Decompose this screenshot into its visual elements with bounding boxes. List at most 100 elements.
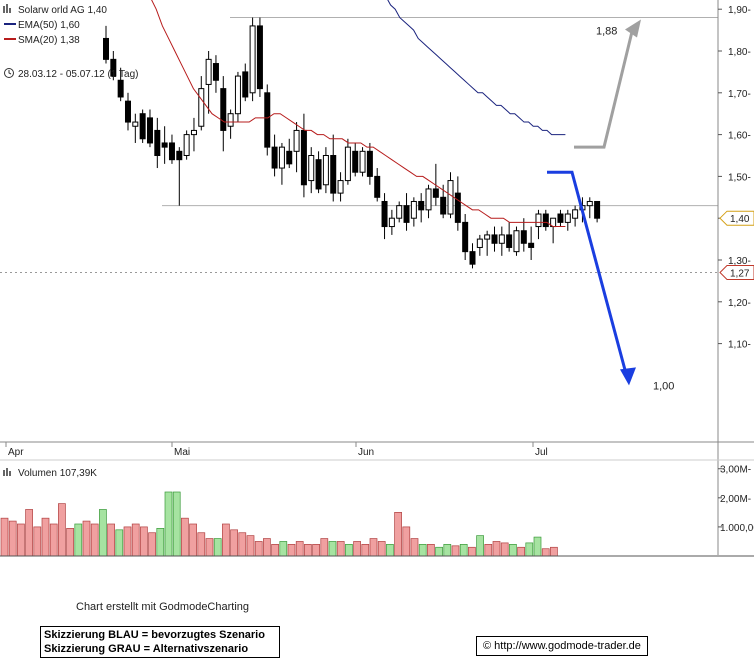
volume-bar <box>443 544 452 557</box>
clock-hand <box>8 70 12 75</box>
legend-box: Skizzierung BLAU = bevorzugtes Szenario … <box>40 626 280 658</box>
candle-body <box>381 200 388 228</box>
volume-bar <box>254 541 263 557</box>
candle-body <box>205 58 212 85</box>
volume-bar <box>435 546 443 557</box>
volume-bar <box>271 544 279 557</box>
chart-legend: Volumen 107,39K Solarw orld AG 1,40 EMA(50… <box>3 4 138 479</box>
volume-bar <box>377 541 386 557</box>
axes: 1,90-1,80-1,70-1,60-1,50-1,40-1,30-1,20-… <box>0 0 754 557</box>
y-tick-label: 1,70- <box>728 89 751 100</box>
legend-grey-text: Skizzierung GRAU = Alternativszenario <box>44 643 249 655</box>
candle-body <box>491 234 498 244</box>
moving-averages <box>151 0 566 228</box>
candle-body <box>484 234 491 240</box>
volume-bar <box>369 538 378 557</box>
candle-body <box>227 113 234 127</box>
candle-body <box>528 242 535 248</box>
candle-body <box>476 238 483 248</box>
price-tag-shape <box>719 265 754 281</box>
candle-body <box>586 200 593 207</box>
y-tick-label: 1,80- <box>728 47 751 58</box>
website-link[interactable]: © http://www.godmode-trader.de <box>476 636 648 656</box>
volume-bar <box>484 544 493 557</box>
grey-arrow-head <box>625 19 641 38</box>
candle-body <box>154 129 161 156</box>
volume-bar <box>517 546 525 557</box>
volume-bar <box>386 544 394 557</box>
volume-bar <box>263 538 271 557</box>
x-tick-label: Jun <box>358 447 374 458</box>
volume-bar <box>246 535 255 557</box>
candle-body <box>359 150 366 173</box>
candle-body <box>520 230 527 244</box>
volume-bar <box>115 529 124 557</box>
volume-bar <box>107 523 115 557</box>
sma20-line <box>151 0 566 228</box>
volume-bar <box>33 526 42 557</box>
volume-bar <box>8 520 17 557</box>
candle-body <box>432 188 439 198</box>
volume-bar <box>312 544 320 557</box>
candle-body <box>103 37 109 60</box>
candle-body <box>454 192 461 223</box>
volume-bar <box>172 491 181 557</box>
candle-body <box>506 234 513 248</box>
candle-body <box>176 150 183 161</box>
volume-bar <box>476 535 484 557</box>
volume-bar <box>17 523 25 557</box>
volume-bar <box>328 541 337 557</box>
volume-bar <box>25 509 33 557</box>
candle-body <box>234 75 241 115</box>
volume-bar <box>468 546 476 557</box>
candle-body <box>469 251 476 265</box>
grey-target-label: 1,88 <box>596 26 617 38</box>
candle-body <box>168 142 175 161</box>
y-tick-label: 1,30- <box>728 256 751 267</box>
volume-bar <box>164 491 173 557</box>
website-url[interactable]: http://www.godmode-trader.de <box>494 640 641 652</box>
y-tick-label: 1,90- <box>728 5 751 16</box>
legend-label: EMA(50) 1,60 <box>18 20 80 31</box>
volume-bar <box>427 544 435 557</box>
volume-bar <box>66 528 74 557</box>
y-tick-label: 1,50- <box>728 172 751 183</box>
volume-bar <box>402 526 411 557</box>
candle-body <box>132 121 139 127</box>
date-range-label: 28.03.12 - 05.07.12 (1 Tag) <box>18 69 138 80</box>
ema50-line <box>387 0 566 136</box>
candle-body <box>315 159 322 190</box>
copyright-icon: © <box>483 640 492 652</box>
volume-bar <box>418 544 427 557</box>
candle-body <box>542 213 549 228</box>
volume-bar <box>550 546 558 557</box>
x-tick-label: Apr <box>8 447 24 458</box>
volume-bar <box>58 503 66 557</box>
volume-bar <box>189 523 197 557</box>
candle-body <box>249 25 256 94</box>
candle-body <box>330 155 337 194</box>
horizontal-levels <box>0 17 718 274</box>
clock-icon <box>4 68 14 78</box>
volume-bar <box>238 532 247 557</box>
chart-title: Solarw orld AG 1,40 <box>18 5 107 16</box>
volume-bar <box>148 532 156 557</box>
candle-body <box>161 142 168 148</box>
candle-body <box>557 213 564 223</box>
volume-label: Volumen 107,39K <box>18 468 97 479</box>
candle-body <box>447 180 454 215</box>
candle-body <box>410 200 417 219</box>
candle-body <box>564 213 571 223</box>
candle-body <box>344 146 351 182</box>
vol-tick-label: 3,00M- <box>720 465 751 476</box>
scenario-arrows: 1,88 1,00 <box>547 19 674 392</box>
candle-body <box>374 175 381 198</box>
candle-body <box>572 209 579 219</box>
volume-bar <box>205 538 214 557</box>
price-tag-label: 1,40 <box>730 214 750 225</box>
candle-body <box>462 221 469 253</box>
legend-label: SMA(20) 1,38 <box>18 35 80 46</box>
candle-icon <box>3 4 11 13</box>
candle-body <box>242 71 249 98</box>
